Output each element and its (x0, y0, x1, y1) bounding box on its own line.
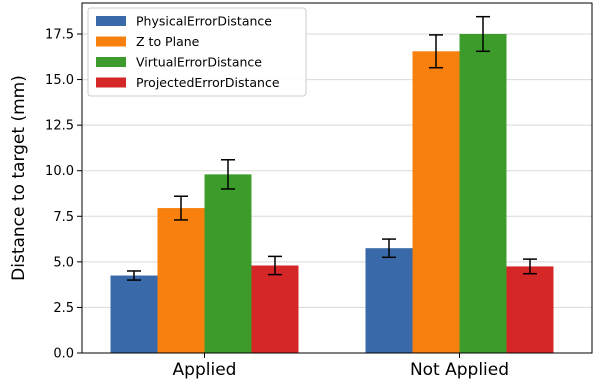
y-tick-label: 15.0 (45, 73, 74, 88)
plot-area-frame (81, 2, 593, 354)
legend-label: ProjectedErrorDistance (136, 75, 280, 90)
legend-swatch (96, 36, 126, 47)
legend: PhysicalErrorDistance Z to Plane VirtualEr… (87, 7, 307, 97)
y-tick-label: 5.0 (53, 255, 74, 270)
y-axis-label: Distance to target (mm) (9, 75, 29, 281)
y-tick-label: 2.5 (53, 301, 74, 316)
bar-virtualerrordistance (204, 174, 252, 353)
legend-label: PhysicalErrorDistance (136, 14, 272, 29)
y-axis-ticks: 0.0 2.5 5.0 7.5 10.0 12.5 15.0 17.5 (45, 27, 82, 362)
y-tick-label: 10.0 (45, 164, 74, 179)
legend-label: VirtualErrorDistance (136, 55, 262, 70)
x-tick-label: Applied (173, 360, 237, 380)
bar-projectederrordistance (251, 265, 299, 353)
x-tick-label: Not Applied (410, 360, 509, 380)
legend-swatch (96, 16, 126, 26)
bars (110, 33, 554, 354)
y-tick-label: 17.5 (45, 27, 74, 42)
bar-z-to-plane (157, 208, 205, 353)
legend-box (87, 7, 307, 97)
y-tick-label: 0.0 (53, 347, 74, 362)
legend-label: Z to Plane (136, 34, 200, 49)
bar-virtualerrordistance (459, 33, 507, 353)
x-axis-ticks: Applied Not Applied (173, 353, 509, 380)
error-bars (127, 15, 537, 281)
bar-physicalerrordistance (365, 248, 413, 353)
y-tick-label: 7.5 (53, 210, 74, 225)
bar-physicalerrordistance (110, 275, 158, 353)
bar-z-to-plane (412, 51, 460, 354)
bar-projectederrordistance (506, 266, 554, 353)
legend-swatch (96, 57, 126, 67)
y-tick-label: 12.5 (45, 119, 74, 134)
legend-swatch (96, 77, 126, 88)
